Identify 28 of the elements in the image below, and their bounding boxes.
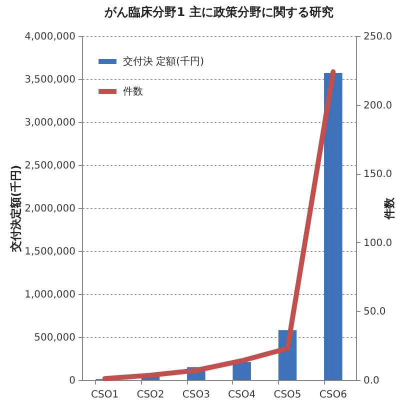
y-tick-label: 0 xyxy=(69,376,76,386)
x-tick-label: CSO1 xyxy=(91,390,119,400)
y-tick-label: 4,000,000 xyxy=(24,32,76,42)
x-tick-label: CSO6 xyxy=(319,390,347,400)
x-tick-label: CSO4 xyxy=(228,390,256,400)
y-tick-label: 3,000,000 xyxy=(24,118,76,128)
bar xyxy=(232,362,251,380)
legend-label: 件数 xyxy=(123,86,143,98)
y-tick-label: 3,500,000 xyxy=(24,74,76,86)
y2-tick-label: 0.0 xyxy=(364,376,380,386)
x-tick-label: CSO5 xyxy=(274,390,302,400)
y-axis-title: 交付決定額(千円) xyxy=(10,164,23,254)
y2-tick-label: 250.0 xyxy=(364,32,392,42)
y-tick-label: 500,000 xyxy=(34,332,76,344)
legend-label: 交付決 定額(千円) xyxy=(123,56,204,68)
y-tick-label: 2,000,000 xyxy=(24,204,76,214)
y2-tick-label: 150.0 xyxy=(364,169,392,180)
y-tick-label: 2,500,000 xyxy=(24,160,76,172)
chart-title: がん臨床分野1 主に政策分野に関する研究 xyxy=(104,5,334,19)
y2-tick-label: 200.0 xyxy=(364,100,392,112)
y-tick-label: 1,500,000 xyxy=(24,246,76,258)
bar xyxy=(324,72,342,380)
x-tick-label: CSO2 xyxy=(136,390,164,400)
y2-tick-label: 50.0 xyxy=(364,306,386,318)
y2-tick-label: 100.0 xyxy=(364,238,392,249)
y-tick-label: 1,000,000 xyxy=(24,290,76,300)
y2-axis-title: 件数 xyxy=(383,196,396,220)
x-tick-label: CSO3 xyxy=(182,390,210,400)
